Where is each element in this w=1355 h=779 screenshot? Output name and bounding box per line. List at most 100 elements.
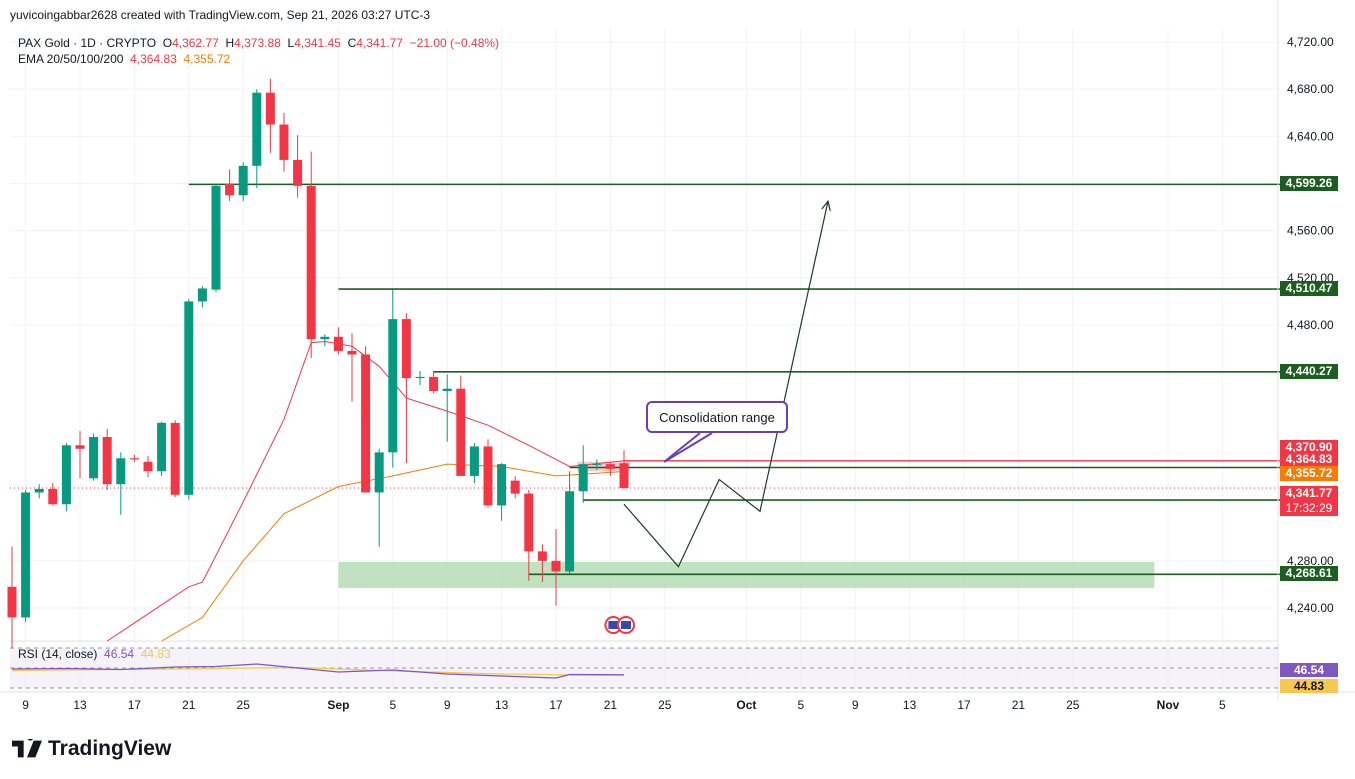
rsi-ma-line [11, 666, 625, 677]
time-tick-label: 9 [22, 698, 29, 712]
event-flag-icon-inner [621, 621, 631, 629]
time-tick-label: 21 [1012, 698, 1026, 712]
price-tick-label: 4,640.00 [1287, 129, 1334, 143]
brand-name: TradingView [48, 737, 172, 760]
candle-body [429, 376, 439, 392]
rsi-label: RSI (14, close) [18, 647, 98, 661]
candle-body [252, 92, 262, 166]
price-tick-label: 4,680.00 [1287, 82, 1334, 96]
price-tick-label: 4,280.00 [1287, 554, 1334, 568]
callout-pointer [663, 432, 713, 463]
time-tick-label: 17 [549, 698, 563, 712]
time-tick-label: 21 [182, 698, 196, 712]
level-price-box: 4,510.47 [1280, 281, 1338, 297]
price-label-box: 4,355.72 [1280, 465, 1338, 481]
candle-body [116, 458, 126, 485]
candle-body [21, 492, 31, 618]
candle-body [102, 437, 112, 485]
projection-path [623, 199, 831, 568]
candle-body [415, 376, 425, 379]
time-tick-label: Sep [327, 698, 349, 712]
candle-body [361, 354, 371, 493]
candle-body [605, 464, 615, 469]
candle-body [320, 336, 330, 340]
time-tick-label: 5 [797, 698, 804, 712]
countdown-timer: 17:32:29 [1285, 500, 1333, 515]
ema20-value: 4,364.83 [130, 52, 177, 66]
candle-body [157, 422, 167, 472]
price-axis: 4,720.004,680.004,640.004,600.004,560.00… [1277, 0, 1334, 700]
candle-body [497, 464, 507, 506]
candle-body [388, 319, 398, 453]
time-tick-label: Oct [736, 698, 756, 712]
time-tick-label: 13 [903, 698, 917, 712]
rsi-ma-legend-value: 44.83 [140, 647, 171, 661]
time-tick-label: 5 [389, 698, 396, 712]
time-tick-label: 21 [604, 698, 618, 712]
price-tick-label: 4,480.00 [1287, 318, 1334, 332]
candle-body [143, 461, 153, 472]
candle-body [89, 437, 99, 479]
symbol-name: PAX Gold · 1D · CRYPTO [18, 36, 157, 50]
candle-body [347, 350, 357, 355]
candle-body [619, 463, 629, 488]
candle-body [225, 183, 235, 196]
time-tick-label: 9 [444, 698, 451, 712]
candles [7, 78, 629, 649]
time-tick-label: 5 [1219, 698, 1226, 712]
candle-body [483, 446, 493, 506]
consolidation-callout[interactable]: Consolidation range [646, 401, 788, 433]
candle-body [48, 488, 58, 505]
price-label-box: 4,364.83 [1280, 451, 1338, 467]
rsi-pane [10, 647, 1278, 689]
rsi-legend-value: 46.54 [104, 647, 135, 661]
high-label: H [225, 36, 235, 50]
price-tick-label: 4,240.00 [1287, 601, 1334, 615]
horizontal-levels [10, 183, 1280, 576]
high-value: 4,373.88 [234, 36, 281, 50]
time-tick-label: 17 [128, 698, 142, 712]
tradingview-logo-icon [12, 739, 42, 758]
candle-body [565, 491, 575, 572]
price-tick-label: 4,560.00 [1287, 224, 1334, 238]
low-label: L [287, 36, 295, 50]
level-price-box: 4,440.27 [1280, 363, 1338, 379]
price-label-box: 4,341.77 17:32:29 [1280, 485, 1338, 516]
candle-body [129, 458, 139, 460]
candle-body [184, 301, 194, 495]
candle-body [469, 446, 479, 476]
event-flag-icon-inner [608, 621, 619, 629]
time-tick-label: 9 [852, 698, 859, 712]
ema-legend[interactable]: EMA 20/50/100/200 4,364.83 4,355.72 [18, 52, 230, 66]
candle-body [197, 288, 207, 302]
time-tick-label: 13 [495, 698, 509, 712]
candle-body [456, 388, 466, 476]
projection-line [623, 201, 829, 568]
level-price-box: 4,599.26 [1280, 176, 1338, 192]
candle-body [75, 445, 85, 449]
ema50-value: 4,355.72 [183, 52, 231, 66]
level-price-box: 4,268.61 [1280, 566, 1338, 582]
chart-credit: yuvicoingabbar2628 created with TradingV… [10, 8, 431, 22]
low-value: 4,341.45 [294, 36, 341, 50]
candle-body [578, 464, 588, 492]
price-tick-label: 4,720.00 [1287, 35, 1334, 49]
time-tick-label: 25 [237, 698, 251, 712]
ema-label: EMA 20/50/100/200 [18, 52, 124, 66]
rsi-value-box: 46.54 [1280, 663, 1338, 677]
projection-arrowhead [821, 199, 831, 212]
candle-body [61, 445, 71, 505]
candle-body [442, 388, 452, 392]
symbol-legend[interactable]: PAX Gold · 1D · CRYPTO O4,362.77 H4,373.… [18, 36, 499, 50]
change-value: −21.00 (−0.48%) [409, 36, 500, 50]
candle-body [265, 92, 275, 125]
time-tick-label: 25 [658, 698, 672, 712]
event-flags [604, 616, 635, 634]
rsi-ma-value-box: 44.83 [1280, 679, 1338, 693]
candle-body [401, 319, 411, 379]
candle-body [333, 336, 343, 351]
tradingview-brand[interactable]: TradingView [12, 737, 171, 761]
time-axis: 9 13 17 21 25 Sep 5 9 13 17 21 25 Oct 5 9 13 17 21 25 Nov 5 [0, 691, 1355, 712]
rsi-legend[interactable]: RSI (14, close) 46.54 44.83 [18, 647, 171, 661]
